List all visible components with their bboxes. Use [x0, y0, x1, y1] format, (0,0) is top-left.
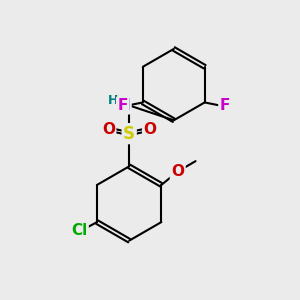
Text: O: O — [171, 164, 184, 179]
Text: F: F — [220, 98, 230, 113]
Text: Cl: Cl — [71, 224, 87, 238]
Text: O: O — [143, 122, 157, 137]
Text: F: F — [118, 98, 128, 113]
Text: H: H — [108, 94, 118, 106]
Text: O: O — [102, 122, 115, 137]
Text: N: N — [118, 98, 130, 113]
Text: S: S — [123, 125, 135, 143]
